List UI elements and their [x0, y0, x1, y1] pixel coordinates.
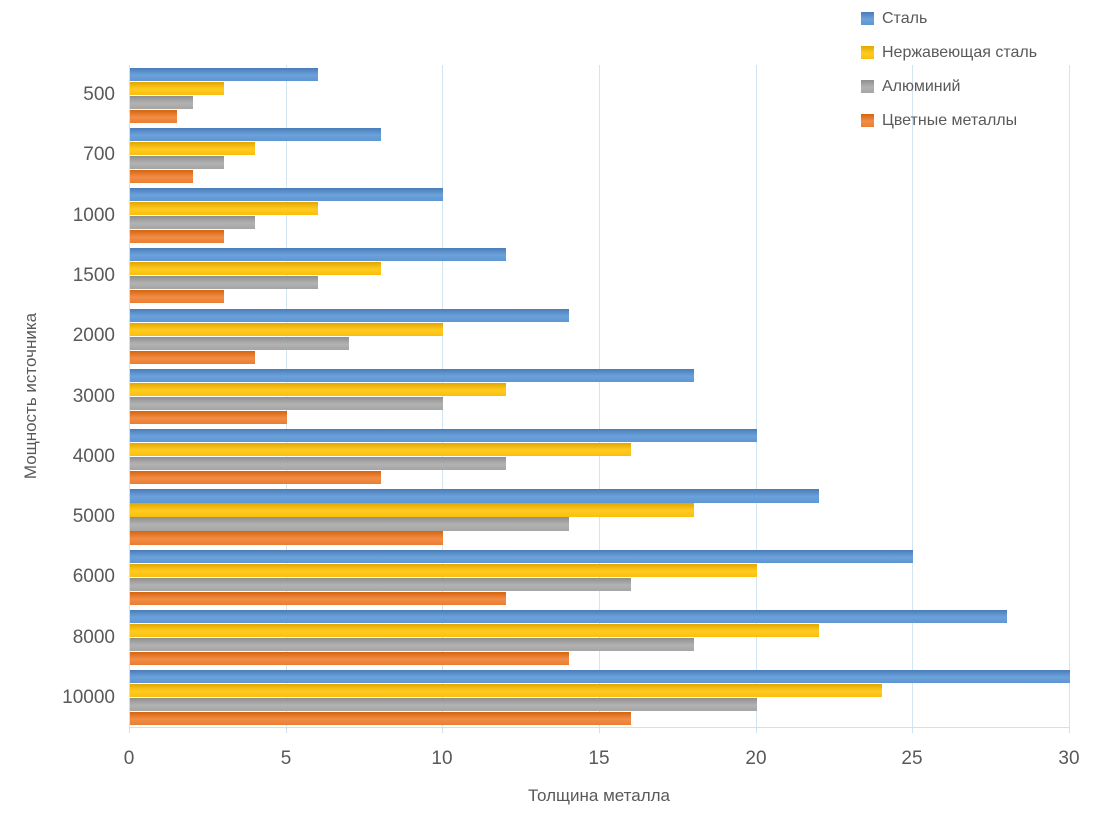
legend-swatch-icon — [861, 12, 874, 25]
bar-series-3-cat-6000 — [130, 591, 506, 605]
legend-item-1: Нержавеющая сталь — [861, 44, 1037, 61]
category-label-3000: 3000 — [72, 386, 115, 407]
gridline-x-10 — [442, 65, 443, 728]
x-tick-mark-25 — [912, 728, 913, 733]
bar-series-0-cat-1500 — [130, 248, 506, 262]
bar-series-1-cat-10000 — [130, 684, 882, 698]
bar-series-0-cat-1000 — [130, 188, 444, 202]
bar-series-1-cat-5000 — [130, 503, 694, 517]
bar-series-1-cat-3000 — [130, 382, 506, 397]
category-label-700: 700 — [83, 144, 115, 165]
x-tick-label-25: 25 — [901, 748, 923, 769]
bar-series-2-cat-3000 — [130, 396, 444, 411]
bar-series-3-cat-10000 — [130, 712, 632, 726]
bar-series-0-cat-500 — [130, 67, 318, 81]
category-label-8000: 8000 — [72, 627, 115, 648]
x-tick-mark-15 — [599, 728, 600, 733]
bar-series-3-cat-4000 — [130, 471, 381, 485]
x-tick-label-10: 10 — [431, 748, 453, 769]
x-tick-label-0: 0 — [123, 748, 135, 769]
x-tick-mark-0 — [129, 728, 130, 733]
bar-series-1-cat-2000 — [130, 322, 444, 336]
category-label-2000: 2000 — [72, 325, 115, 346]
bar-series-0-cat-6000 — [130, 549, 914, 563]
x-tick-label-15: 15 — [588, 748, 610, 769]
legend-label: Алюминий — [882, 77, 961, 95]
bar-series-0-cat-5000 — [130, 489, 820, 503]
x-tick-label-5: 5 — [280, 748, 292, 769]
category-label-4000: 4000 — [72, 446, 115, 467]
bar-series-3-cat-1000 — [130, 230, 224, 244]
legend-swatch-icon — [861, 46, 874, 59]
x-tick-label-20: 20 — [745, 748, 767, 769]
bar-series-2-cat-4000 — [130, 457, 506, 471]
bar-series-2-cat-700 — [130, 155, 224, 169]
bar-series-0-cat-3000 — [130, 368, 694, 383]
bar-series-3-cat-2000 — [130, 350, 256, 364]
bar-series-3-cat-1500 — [130, 290, 224, 304]
legend-item-3: Цветные металлы — [861, 112, 1037, 129]
legend-swatch-icon — [861, 114, 874, 127]
bar-series-0-cat-2000 — [130, 308, 569, 322]
bar-series-3-cat-700 — [130, 169, 193, 183]
bar-series-0-cat-700 — [130, 127, 381, 141]
bar-series-2-cat-6000 — [130, 577, 632, 591]
bar-series-1-cat-1500 — [130, 262, 381, 276]
bar-series-3-cat-3000 — [130, 410, 287, 425]
x-tick-mark-20 — [756, 728, 757, 733]
gridline-x-15 — [599, 65, 600, 728]
y-axis-line — [129, 65, 130, 728]
bar-series-1-cat-6000 — [130, 563, 757, 577]
x-tick-label-30: 30 — [1058, 748, 1080, 769]
category-label-6000: 6000 — [72, 566, 115, 587]
legend-label: Цветные металлы — [882, 111, 1018, 129]
x-axis-title: Толщина металла — [527, 786, 671, 805]
category-label-1000: 1000 — [72, 205, 115, 226]
bar-series-2-cat-1000 — [130, 216, 256, 230]
legend-label: Сталь — [882, 9, 928, 27]
bar-series-1-cat-500 — [130, 81, 224, 95]
bar-series-2-cat-1500 — [130, 276, 318, 290]
category-label-10000: 10000 — [62, 687, 115, 708]
bar-series-3-cat-500 — [130, 109, 177, 123]
x-tick-mark-5 — [286, 728, 287, 733]
gridline-x-25 — [912, 65, 913, 728]
x-tick-mark-10 — [442, 728, 443, 733]
gridline-x-20 — [756, 65, 757, 728]
bar-series-1-cat-700 — [130, 141, 256, 155]
bar-series-1-cat-1000 — [130, 202, 318, 216]
legend-item-0: Сталь — [861, 10, 1037, 27]
legend: Сталь Нержавеющая сталь Алюминий Цветные ме… — [861, 10, 1037, 146]
bar-series-1-cat-4000 — [130, 443, 632, 457]
bar-series-0-cat-8000 — [130, 610, 1008, 624]
plot-area — [129, 65, 1070, 728]
category-label-1500: 1500 — [72, 265, 115, 286]
legend-swatch-icon — [861, 80, 874, 93]
gridline-x-5 — [286, 65, 287, 728]
bar-series-2-cat-8000 — [130, 638, 694, 652]
bar-series-2-cat-5000 — [130, 517, 569, 531]
x-axis-line — [129, 727, 1069, 728]
bar-series-0-cat-4000 — [130, 429, 757, 443]
legend-label: Нержавеющая сталь — [882, 43, 1038, 61]
category-label-500: 500 — [83, 84, 115, 105]
bar-series-3-cat-5000 — [130, 531, 444, 545]
bar-series-2-cat-2000 — [130, 336, 350, 350]
gridline-x-30 — [1069, 65, 1070, 728]
bar-series-1-cat-8000 — [130, 624, 820, 638]
bar-series-0-cat-10000 — [130, 670, 1070, 684]
category-label-5000: 5000 — [72, 506, 115, 527]
bar-series-2-cat-10000 — [130, 698, 757, 712]
bar-series-3-cat-8000 — [130, 652, 569, 666]
legend-item-2: Алюминий — [861, 78, 1037, 95]
x-tick-mark-30 — [1069, 728, 1070, 733]
bar-series-2-cat-500 — [130, 95, 193, 109]
